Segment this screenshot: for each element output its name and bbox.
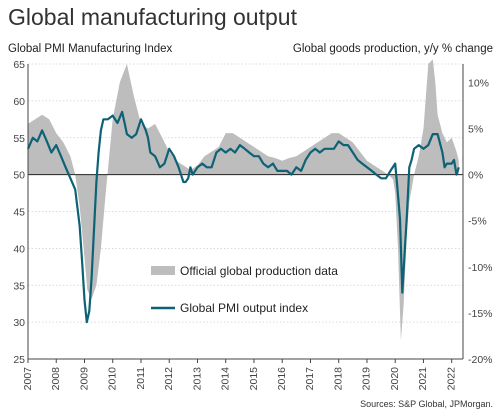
x-tick-label: 2017 bbox=[304, 367, 316, 391]
x-tick-label: 2018 bbox=[332, 367, 344, 391]
left-tick-label: 50 bbox=[13, 170, 25, 182]
source-note: Sources: S&P Global, JPMorgan. bbox=[360, 399, 493, 409]
x-tick-label: 2013 bbox=[191, 367, 203, 391]
left-tick-label: 60 bbox=[13, 96, 25, 108]
left-tick-label: 35 bbox=[13, 280, 25, 292]
right-tick-label: 0% bbox=[468, 170, 483, 182]
left-tick-label: 25 bbox=[13, 354, 25, 366]
x-tick-label: 2021 bbox=[417, 367, 429, 391]
x-tick-label: 2014 bbox=[220, 367, 232, 391]
x-tick-label: 2019 bbox=[361, 367, 373, 391]
right-tick-label: -10% bbox=[468, 262, 493, 274]
x-tick-label: 2011 bbox=[135, 367, 147, 390]
legend-label-pmi: Global PMI output index bbox=[180, 301, 308, 315]
left-tick-label: 30 bbox=[13, 317, 25, 329]
x-tick-label: 2022 bbox=[445, 367, 457, 391]
x-tick-label: 2010 bbox=[107, 367, 119, 391]
left-tick-label: 45 bbox=[13, 207, 25, 219]
x-tick-label: 2015 bbox=[248, 367, 260, 391]
left-tick-label: 65 bbox=[13, 59, 25, 71]
left-tick-label: 40 bbox=[13, 243, 25, 255]
right-tick-label: -20% bbox=[468, 354, 493, 366]
series-pmi-line bbox=[26, 110, 460, 324]
x-tick-label: 2009 bbox=[78, 367, 90, 391]
right-tick-label: -5% bbox=[468, 216, 487, 228]
right-tick-label: 10% bbox=[468, 77, 489, 89]
x-tick-label: 2012 bbox=[163, 367, 175, 391]
left-axis-title: Global PMI Manufacturing Index bbox=[8, 43, 173, 55]
x-tick-label: 2016 bbox=[276, 367, 288, 391]
x-tick-label: 2020 bbox=[389, 367, 401, 391]
chart-title: Global manufacturing output bbox=[8, 4, 297, 30]
right-tick-label: 5% bbox=[468, 124, 483, 136]
series-production-area bbox=[28, 59, 459, 341]
legend-swatch-production bbox=[151, 266, 175, 275]
left-tick-label: 55 bbox=[13, 133, 25, 145]
x-tick-label: 2008 bbox=[50, 367, 62, 391]
right-tick-label: -15% bbox=[468, 308, 493, 320]
x-tick-label: 2007 bbox=[22, 367, 34, 391]
right-axis-title: Global goods production, y/y % change bbox=[292, 43, 493, 55]
legend-label-production: Official global production data bbox=[180, 264, 338, 278]
